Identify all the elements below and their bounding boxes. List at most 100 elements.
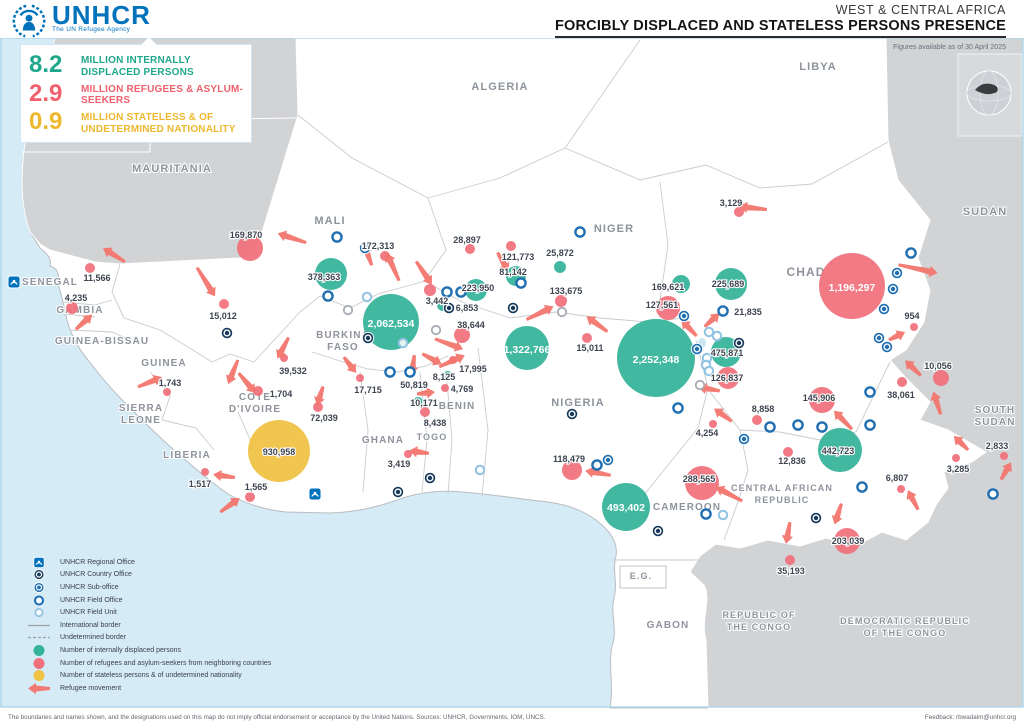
stat-stateless: 0.9 MILLION STATELESS & OF UNDETERMINED …	[29, 109, 245, 136]
value-label: 930,958	[263, 447, 296, 457]
bubble-ref	[85, 263, 95, 273]
legend-item-label: Undetermined border	[60, 634, 127, 642]
legend: UNHCR Regional Office UNHCR Country Offic…	[26, 556, 271, 695]
date-note: Figures available as of 30 April 2025	[893, 44, 1006, 51]
value-label: 127,561	[646, 300, 679, 310]
legend-field-icon	[33, 595, 45, 606]
office-sub-icon	[33, 582, 45, 593]
bubble-ref	[404, 450, 412, 458]
country-label: DEMOCRATIC REPUBLIC OF THE CONGO	[840, 616, 970, 638]
bubble-ref	[656, 296, 680, 320]
country-label: E.G.	[630, 571, 652, 581]
bubble-idp	[554, 261, 566, 273]
office-country-icon	[809, 511, 823, 525]
bubble-idp	[465, 279, 487, 301]
office-country-icon	[220, 326, 234, 340]
value-label: 6,807	[886, 473, 909, 483]
bubble-ref	[163, 388, 171, 396]
legend-item: Undetermined border	[26, 632, 271, 645]
country-label: COTE D'IVOIRE	[229, 392, 281, 415]
office-sub-icon	[886, 282, 900, 296]
office-unit-icon	[703, 365, 715, 377]
office-sub-icon	[877, 302, 891, 316]
legend-item: UNHCR Field Office	[26, 594, 271, 607]
legend-intl-border-icon	[28, 624, 50, 626]
page-title: FORCIBLY DISPLACED AND STATELESS PERSONS…	[554, 18, 1006, 38]
office-field-icon	[864, 419, 876, 431]
country-label: GAMBIA	[56, 305, 103, 316]
value-label: 4,235	[65, 293, 88, 303]
bubble-ref	[752, 415, 762, 425]
value-label: 17,995	[459, 364, 487, 374]
office-sub-icon	[677, 309, 691, 323]
value-label: 1,565	[245, 482, 268, 492]
bubble-ref	[834, 528, 860, 554]
refugee-movement-arrow	[219, 497, 240, 514]
refugee-movement-arrow	[833, 410, 854, 431]
office-gray-icon	[556, 306, 568, 318]
bubble-idp	[505, 326, 549, 370]
footer-disclaimer: The boundaries and names shown, and the …	[8, 714, 546, 721]
country-label: GUINEA	[141, 358, 187, 369]
office-field-icon	[816, 421, 828, 433]
office-field-icon	[455, 286, 467, 298]
refugee-movement-arrow	[277, 230, 307, 245]
office-field-icon	[441, 286, 453, 298]
value-label: 1,704	[270, 389, 293, 399]
bubble-ref	[420, 407, 430, 417]
value-label: 28,897	[453, 235, 481, 245]
bubble-ref	[454, 327, 470, 343]
refugee-movement-arrow	[999, 462, 1012, 481]
office-country-icon	[361, 331, 375, 345]
stat-refugees-label: MILLION REFUGEES & ASYLUM-SEEKERS	[81, 83, 244, 107]
value-label: 1,517	[189, 479, 212, 489]
country-label: CHAD	[786, 265, 825, 279]
office-country-icon	[391, 485, 405, 499]
value-label: 2,252,348	[633, 354, 680, 366]
legend-item: UNHCR Regional Office	[26, 556, 271, 569]
office-sub-icon	[690, 342, 704, 356]
bubble-ref	[506, 241, 516, 251]
value-label: 1,322,766	[504, 344, 551, 356]
value-label: 38,061	[887, 390, 915, 400]
bubble-ref	[219, 299, 229, 309]
bubble-idp	[818, 428, 862, 472]
value-label: 133,675	[550, 286, 583, 296]
legend-ref-icon	[33, 657, 45, 669]
country-label: TOGO	[417, 432, 448, 442]
value-label: 72,039	[310, 413, 338, 423]
stat-refugees-value: 2.9	[29, 79, 63, 107]
bubble-ref	[237, 235, 263, 261]
bubble-idp	[602, 483, 650, 531]
office-field-icon	[322, 290, 334, 302]
stat-idp: 8.2 MILLION INTERNALLY DISPLACED PERSONS	[29, 52, 245, 79]
value-label: 121,773	[502, 252, 535, 262]
refugee-movement-arrow	[898, 263, 938, 277]
refugee-movement-arrow	[276, 336, 290, 359]
legend-item-label: UNHCR Country Office	[60, 571, 132, 579]
value-label: 38,644	[457, 320, 485, 330]
value-label: 11,566	[83, 273, 110, 283]
refugee-movement-arrow	[930, 391, 943, 415]
legend-sub-icon	[33, 582, 45, 593]
bubble-ref	[201, 468, 209, 476]
value-label: 8,125	[433, 372, 456, 382]
bubble-idp	[413, 397, 423, 407]
office-field-icon	[591, 459, 603, 471]
unhcr-wordmark: UNHCR	[52, 0, 151, 30]
country-label: REPUBLIC OF THE CONGO	[722, 610, 795, 632]
value-label: 3,129	[720, 198, 743, 208]
office-field-icon	[515, 277, 527, 289]
refugee-movement-arrow	[195, 266, 216, 297]
legend-sls-icon	[33, 670, 45, 682]
value-label: 15,011	[576, 343, 603, 353]
office-field-icon	[764, 421, 776, 433]
value-label: 12,836	[778, 456, 806, 466]
bubble-ref	[910, 323, 918, 331]
bubble-ref	[933, 370, 949, 386]
legend-item-label: Refugee movement	[60, 684, 122, 692]
refugee-movement-arrow	[237, 372, 256, 393]
office-regional-icon	[7, 275, 21, 289]
country-label: SOUTH SUDAN	[974, 405, 1015, 428]
